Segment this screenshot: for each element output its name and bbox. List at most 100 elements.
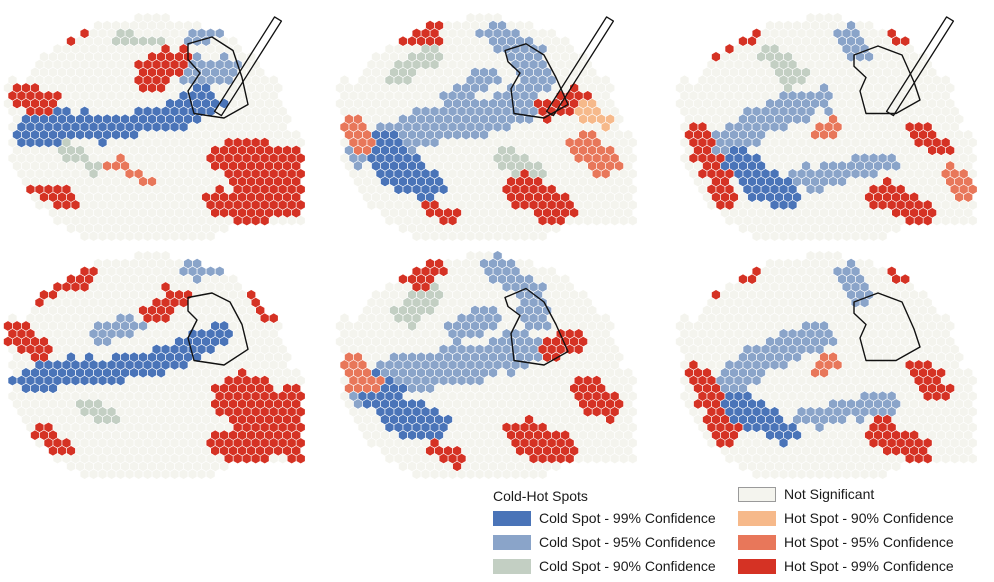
hex-cell-ns [142,230,153,242]
map-panel-top-middle [335,12,638,242]
hex-cell-ns [411,230,422,242]
hex-cell-ns [97,230,108,242]
hex-cell-ns [537,230,548,242]
hex-cell-ns [501,468,512,480]
hex-cell-ns [796,230,807,242]
legend-item-ns: Not Significant [738,484,874,504]
legend-label-hot99: Hot Spot - 99% Confidence [784,558,954,574]
legend-item-cold90: Cold Spot - 90% Confidence [493,556,716,576]
legend-swatch-hot99 [738,558,776,574]
legend-label-hot90: Hot Spot - 90% Confidence [784,510,954,526]
hex-cell-ns [268,453,279,465]
hex-cell-ns [456,468,467,480]
hex-cell-ns [931,453,942,465]
hex-cell-ns [205,468,216,480]
hex-cell-ns [88,468,99,480]
hex-cell-ns [850,468,861,480]
hex-cell-ns [805,230,816,242]
hex-cell-ns [115,230,126,242]
hex-cell-ns [931,215,942,227]
hex-cell-ns [600,453,611,465]
hex-cell-ns [805,468,816,480]
hex-cell-ns [868,468,879,480]
hex-cell-ns [940,453,951,465]
hex-cell-ns [823,468,834,480]
hex-cell-hot99 [913,215,924,227]
legend-swatch-hot90 [738,510,776,526]
hex-cell-ns [967,453,978,465]
hex-cell-ns [106,230,117,242]
hex-cell-ns [724,453,735,465]
legend-swatch-cold99 [493,510,531,526]
hex-cell-ns [178,230,189,242]
hex-cell-ns [277,453,288,465]
hex-cell-ns [609,453,620,465]
hex-cell-ns [88,230,99,242]
hex-cell-hot99 [904,215,915,227]
hex-cell-ns [706,199,717,211]
legend-label-cold99: Cold Spot - 99% Confidence [539,510,716,526]
hex-cell-ns [859,230,870,242]
hex-cell-ns [196,230,207,242]
legend-item-hot95: Hot Spot - 95% Confidence [738,532,954,552]
hex-cell-ns [510,468,521,480]
hex-cell-ns [949,215,960,227]
hex-cell-ns [492,468,503,480]
hex-cell-ns [277,215,288,227]
hex-cell-hot99 [250,453,261,465]
hex-cell-ns [133,468,144,480]
hex-cell-ns [492,230,503,242]
hex-cell-ns [178,468,189,480]
hex-cell-ns [573,215,584,227]
hex-cell-ns [949,453,960,465]
hex-cell-ns [52,215,63,227]
hex-cell-hot99 [295,453,306,465]
legend-label-cold95: Cold Spot - 95% Confidence [539,534,716,550]
map-panel-top-left [3,12,306,242]
hex-cell-ns [124,468,135,480]
hex-cell-ns [79,230,90,242]
hex-cell-ns [582,215,593,227]
hex-cell-ns [106,468,117,480]
hex-cell-ns [751,468,762,480]
hex-cell-ns [420,468,431,480]
hex-cell-ns [778,230,789,242]
hex-cell-ns [724,215,735,227]
hex-cell-ns [34,437,45,449]
hex-cell-ns [618,453,629,465]
hex-cell-hot99 [241,453,252,465]
hex-cell-ns [151,230,162,242]
hex-cell-ns [474,230,485,242]
hex-cell-ns [877,230,888,242]
hex-cell-hot99 [241,215,252,227]
hex-cell-ns [551,460,561,472]
legend-swatch-cold95 [493,534,531,550]
hex-cell-ns [859,468,870,480]
hex-cell-ns [751,230,762,242]
hex-cell-ns [627,215,638,227]
hex-cell-ns [609,215,620,227]
legend-title: Cold-Hot Spots [493,488,588,504]
hex-cell-hot99 [259,215,270,227]
hex-cell-ns [398,460,408,472]
hex-cell-ns [187,468,198,480]
legend: Cold-Hot Spots Cold Spot - 99% Confidenc… [490,484,985,578]
hex-cell-ns [366,199,377,211]
hex-cell-ns [537,468,548,480]
hex-cell-hot99 [286,453,297,465]
hex-cell-ns [591,453,602,465]
map-panel-top-right [675,12,978,242]
hex-cell-ns [787,468,798,480]
hex-cell-ns [519,230,530,242]
legend-item-cold99: Cold Spot - 99% Confidence [493,508,716,528]
hex-cell-ns [483,468,494,480]
hex-cell-ns [769,468,780,480]
hex-cell-ns [760,230,771,242]
hex-cell-ns [196,468,207,480]
hex-cell-ns [366,437,377,449]
hex-cell-ns [187,230,198,242]
hex-cell-ns [169,468,180,480]
hex-cell-ns [778,468,789,480]
hex-cell-ns [841,230,852,242]
hex-cell-ns [627,453,638,465]
